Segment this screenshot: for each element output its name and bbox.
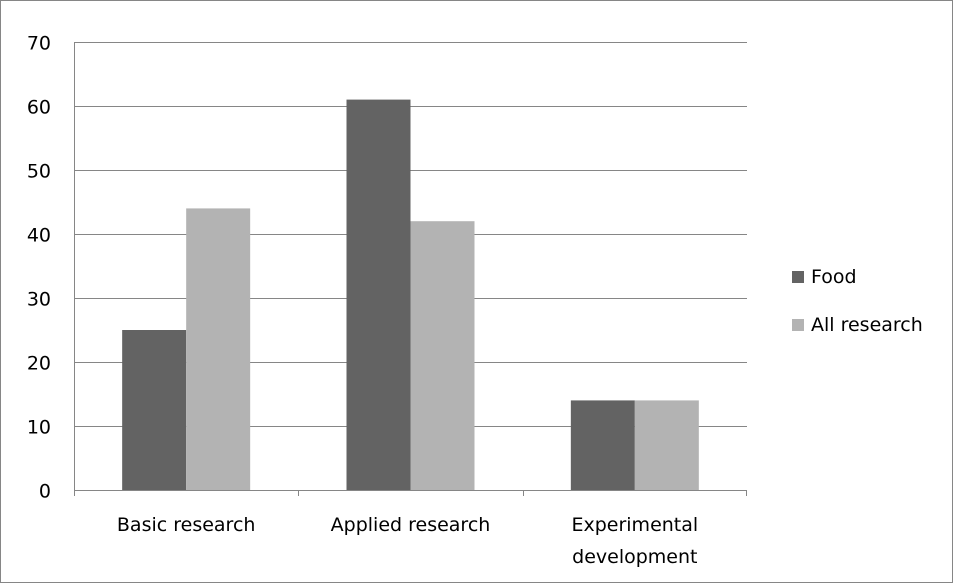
y-tick-label: 70 (27, 33, 51, 55)
bar-all-research (186, 208, 251, 490)
y-tick-label: 50 (27, 161, 51, 183)
x-tick-label: Experimental (571, 514, 698, 536)
legend-label: All research (811, 314, 923, 336)
legend-swatch (792, 319, 804, 331)
x-tick-label: development (572, 546, 697, 568)
legend-label: Food (811, 266, 857, 288)
bar-food (570, 400, 635, 490)
x-tick-label: Basic research (117, 514, 256, 536)
y-axis: 0 10 20 30 40 50 60 70 (27, 33, 75, 503)
y-tick-label: 10 (27, 417, 51, 439)
bar-food (122, 330, 187, 490)
x-axis: Basic research Applied research Experiment… (74, 490, 747, 568)
bars (122, 99, 699, 490)
y-tick-label: 0 (39, 481, 51, 503)
y-tick-label: 60 (27, 97, 51, 119)
y-tick-label: 30 (27, 289, 51, 311)
y-tick-label: 40 (27, 225, 51, 247)
legend-swatch (792, 271, 804, 283)
legend: Food All research (792, 266, 923, 336)
bar-all-research (634, 400, 699, 490)
bar-all-research (410, 221, 475, 490)
x-tick-label: Applied research (331, 514, 491, 536)
bar-food (346, 99, 411, 490)
y-tick-label: 20 (27, 353, 51, 375)
